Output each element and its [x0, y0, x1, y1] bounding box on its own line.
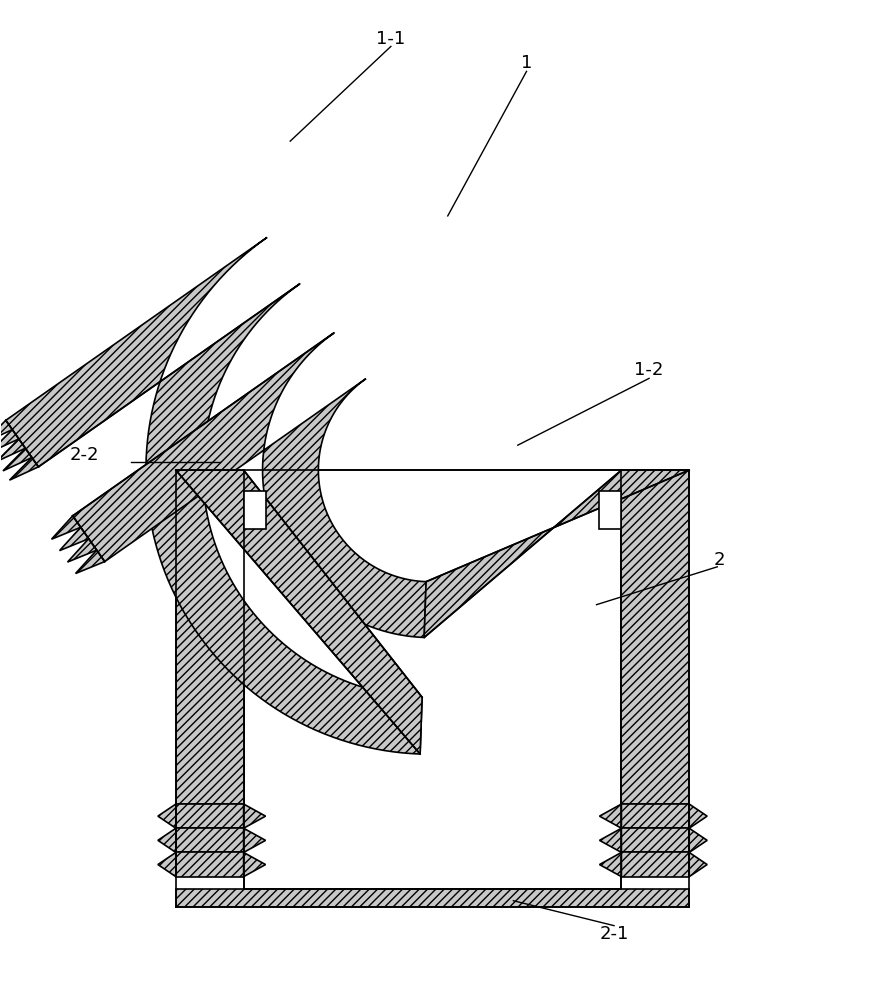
Text: 2-2: 2-2: [69, 446, 99, 464]
Polygon shape: [243, 889, 621, 907]
Text: 1: 1: [520, 54, 531, 72]
Polygon shape: [424, 470, 688, 637]
Polygon shape: [0, 439, 25, 462]
Polygon shape: [621, 852, 688, 877]
Polygon shape: [243, 804, 265, 828]
Text: 1-2: 1-2: [634, 361, 663, 379]
Polygon shape: [75, 550, 104, 573]
Polygon shape: [243, 852, 265, 877]
Text: 1-1: 1-1: [376, 30, 405, 48]
Text: 2: 2: [712, 551, 724, 569]
Polygon shape: [688, 828, 706, 852]
Polygon shape: [688, 852, 706, 877]
Polygon shape: [6, 237, 422, 754]
Polygon shape: [158, 804, 175, 828]
Polygon shape: [175, 889, 688, 907]
Polygon shape: [175, 470, 422, 754]
Polygon shape: [688, 804, 706, 828]
Polygon shape: [621, 828, 688, 852]
Polygon shape: [175, 828, 243, 852]
Polygon shape: [0, 420, 12, 443]
Polygon shape: [68, 539, 96, 562]
Polygon shape: [243, 491, 265, 529]
Polygon shape: [599, 491, 621, 529]
Polygon shape: [175, 804, 243, 828]
Polygon shape: [243, 828, 265, 852]
Polygon shape: [175, 470, 243, 804]
Polygon shape: [621, 470, 688, 804]
Text: 2-1: 2-1: [599, 925, 628, 943]
Polygon shape: [599, 852, 621, 877]
Polygon shape: [39, 284, 424, 697]
Polygon shape: [158, 852, 175, 877]
Polygon shape: [10, 458, 39, 480]
Polygon shape: [60, 527, 89, 551]
Polygon shape: [3, 448, 32, 471]
Polygon shape: [0, 430, 18, 452]
Polygon shape: [73, 333, 425, 637]
Polygon shape: [243, 470, 621, 889]
Polygon shape: [52, 516, 81, 539]
Polygon shape: [158, 828, 175, 852]
Polygon shape: [621, 804, 688, 828]
Polygon shape: [599, 828, 621, 852]
Polygon shape: [175, 852, 243, 877]
Polygon shape: [599, 804, 621, 828]
